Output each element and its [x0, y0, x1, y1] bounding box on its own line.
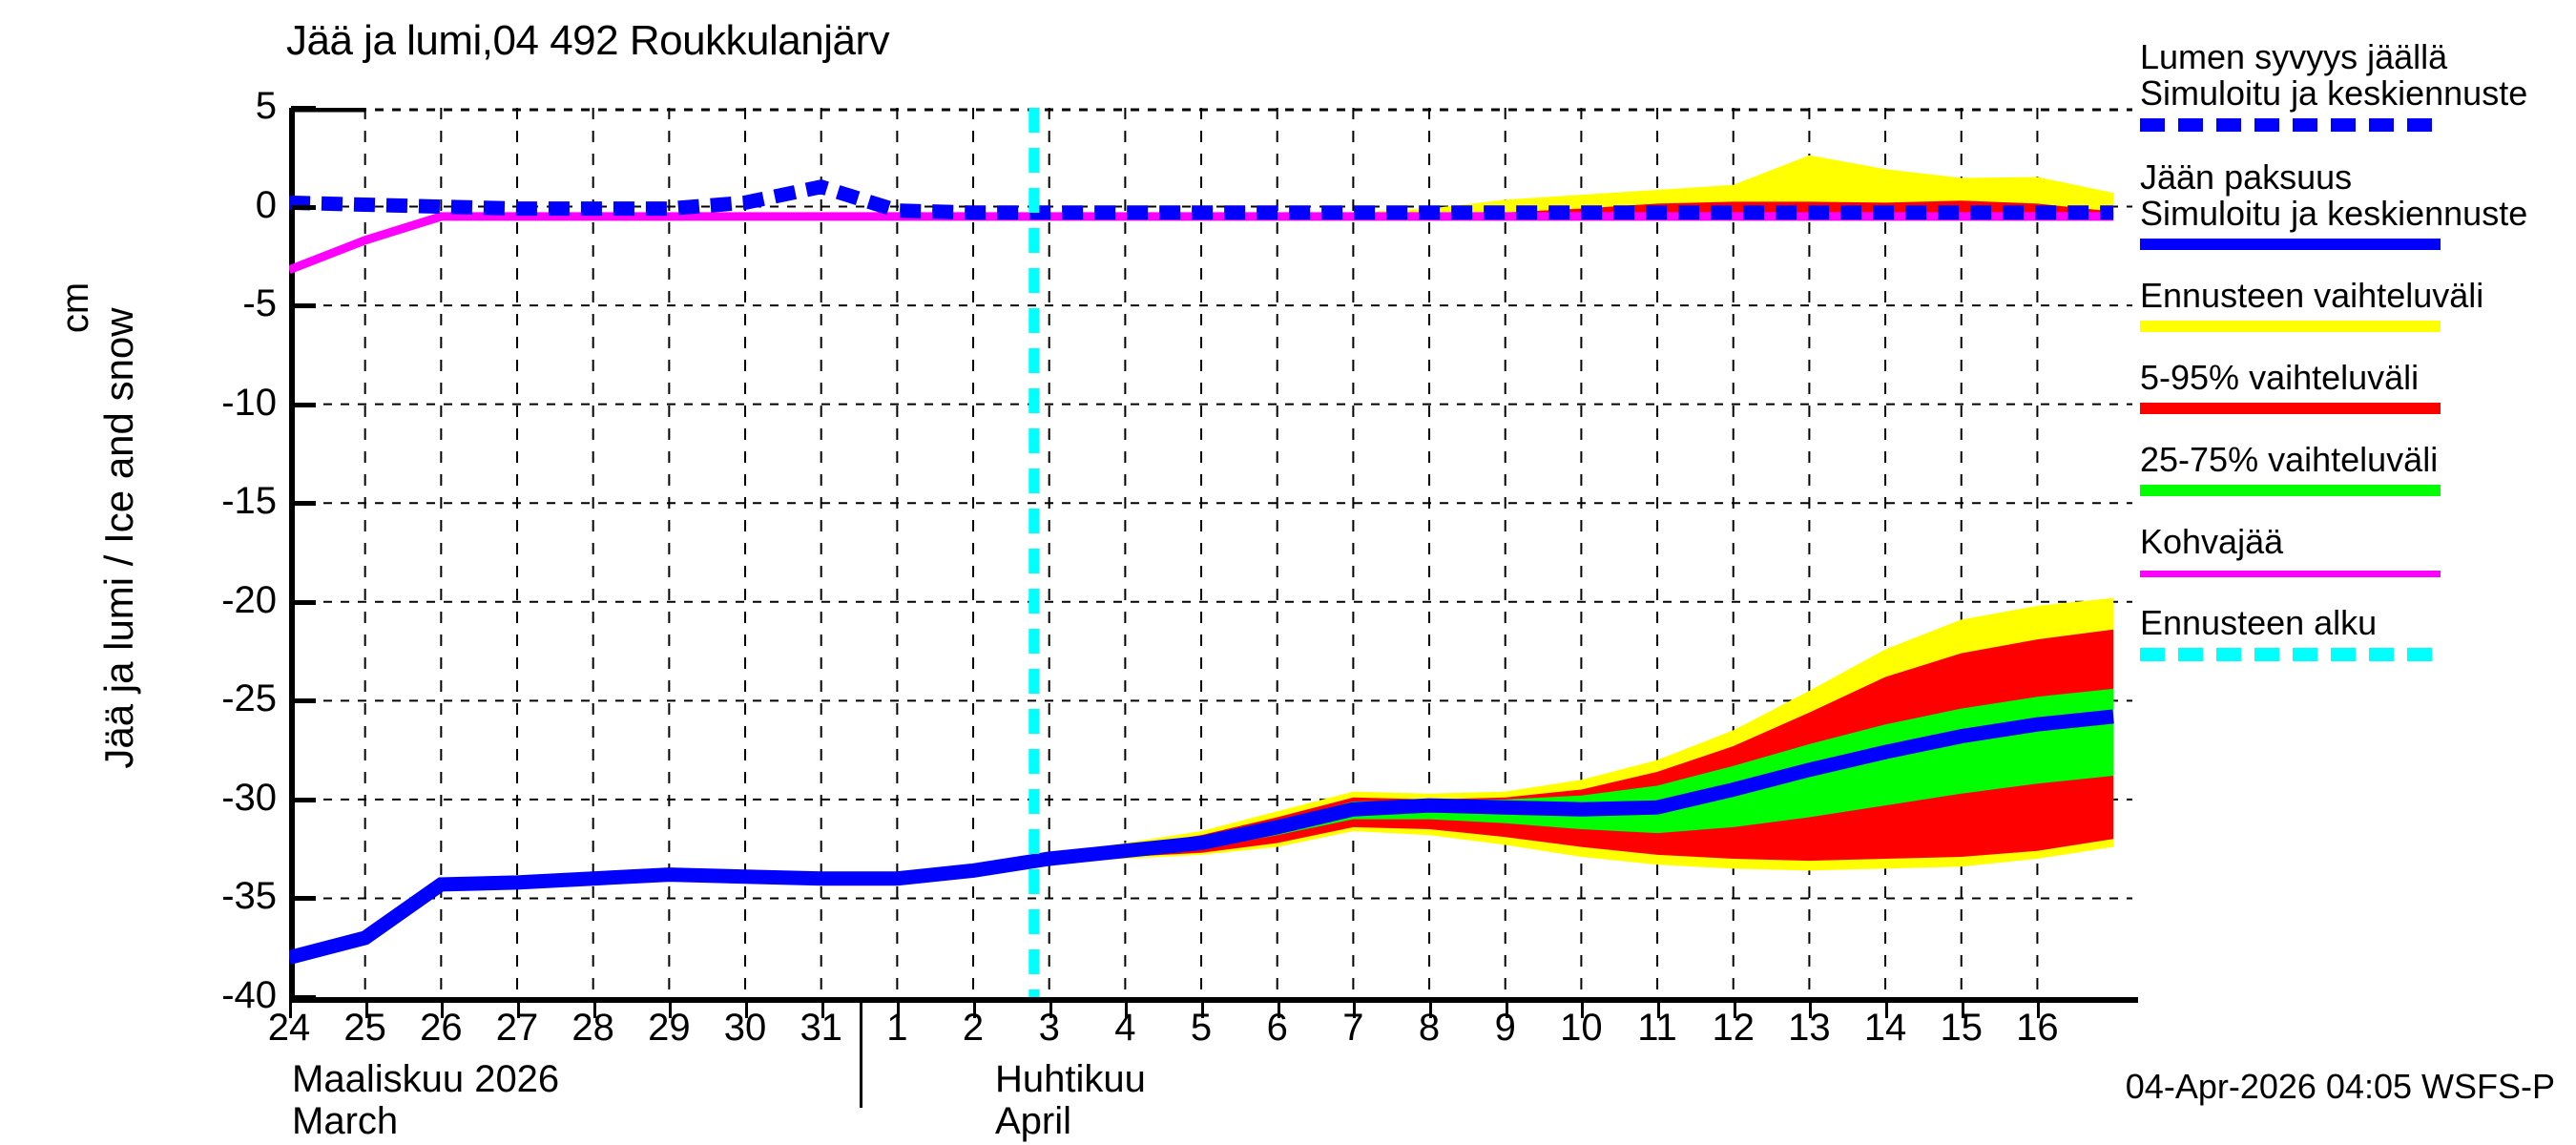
legend: Lumen syvyys jäällä Simuloitu ja keskienn…: [2140, 36, 2576, 686]
x-tick-label: 5: [1190, 1007, 1213, 1049]
legend-item-sublabel: Simuloitu ja keskiennuste: [2140, 194, 2528, 233]
y-tick-mark: [291, 599, 316, 605]
x-tick-mark: [1429, 1003, 1433, 1018]
y-tick-label: -20: [221, 578, 277, 621]
legend-swatch: [2140, 403, 2441, 414]
x-tick-mark: [1125, 1003, 1129, 1018]
x-tick-label: 9: [1494, 1007, 1516, 1049]
kohvajaa-line: [289, 212, 2114, 274]
x-tick-mark: [1505, 1003, 1508, 1018]
x-tick-mark: [1049, 1003, 1052, 1018]
x-tick-mark: [669, 1003, 673, 1018]
y-tick-label: -5: [242, 282, 277, 325]
y-tick-mark: [291, 402, 316, 407]
y-tick-mark: [291, 896, 316, 902]
legend-swatch: [2140, 571, 2441, 577]
y-tick-label: -25: [221, 677, 277, 720]
timestamp-footer: 04-Apr-2026 04:05 WSFS-P: [2125, 1067, 2555, 1106]
snow-depth-line: [289, 179, 2114, 220]
legend-item[interactable]: 25-75% vaihteluväli: [2140, 439, 2576, 496]
y-tick-label: 5: [255, 85, 277, 127]
y-tick-mark: [291, 106, 316, 111]
y-tick-label: 0: [255, 183, 277, 226]
legend-item[interactable]: Jään paksuus Simuloitu ja keskiennuste: [2140, 156, 2576, 250]
page-title: Jää ja lumi,04 492 Roukkulanjärv: [286, 17, 890, 64]
x-tick-mark: [364, 1003, 368, 1018]
legend-item-label: Kohvajää: [2140, 522, 2284, 561]
legend-item-sublabel: Simuloitu ja keskiennuste: [2140, 73, 2528, 113]
x-tick-mark: [1201, 1003, 1205, 1018]
legend-swatch: [2140, 648, 2441, 661]
x-tick-mark: [973, 1003, 977, 1018]
x-tick-mark: [1885, 1003, 1889, 1018]
y-axis-unit: cm: [54, 281, 97, 334]
plot-area: [289, 108, 2132, 997]
y-tick-mark: [291, 204, 316, 210]
x-axis-tick-labels: 24 25 26 27 28 29 30 31 1 2 3 4 5 6 7 8 9 10 11 12 13 14 15 16: [268, 1007, 2159, 1064]
legend-item-label: Ennusteen alku: [2140, 603, 2378, 642]
legend-item[interactable]: Lumen syvyys jäällä Simuloitu ja keskienn…: [2140, 36, 2576, 132]
x-axis-month2-fi: Huhtikuu: [995, 1058, 1146, 1100]
y-tick-mark: [291, 698, 316, 704]
x-tick-mark: [1657, 1003, 1661, 1018]
x-tick-mark: [1809, 1003, 1813, 1018]
x-tick-label: 3: [1038, 1007, 1060, 1049]
y-tick-mark: [291, 501, 316, 507]
x-tick-label: 1: [886, 1007, 908, 1049]
x-tick-mark: [821, 1003, 824, 1018]
x-tick-mark: [745, 1003, 749, 1018]
ice-thickness-line: [289, 709, 2114, 965]
x-tick-mark: [592, 1003, 596, 1018]
legend-item-label: Jään paksuus: [2140, 157, 2353, 197]
legend-swatch: [2140, 321, 2441, 332]
month-separator: [859, 1003, 862, 1108]
x-axis-month1-fi: Maaliskuu 2026: [292, 1058, 560, 1100]
x-tick-mark: [897, 1003, 901, 1018]
y-axis-tick-labels: 5 0 -5 -10 -15 -20 -25 -30 -35 -40: [124, 0, 277, 1145]
y-tick-label: -40: [221, 974, 277, 1016]
x-tick-mark: [517, 1003, 520, 1018]
y-tick-mark: [291, 995, 316, 1000]
x-tick-mark: [441, 1003, 445, 1018]
x-tick-mark: [1353, 1003, 1357, 1018]
x-tick-mark: [1581, 1003, 1585, 1018]
legend-item[interactable]: Kohvajää: [2140, 521, 2576, 577]
y-tick-mark: [291, 303, 316, 309]
x-axis-line: [289, 997, 2138, 1003]
x-tick-mark: [1961, 1003, 1964, 1018]
x-tick-mark: [289, 1003, 292, 1018]
y-axis-line: [289, 108, 295, 1003]
x-tick-mark: [1733, 1003, 1736, 1018]
legend-item[interactable]: Ennusteen alku: [2140, 602, 2576, 661]
legend-item[interactable]: 5-95% vaihteluväli: [2140, 357, 2576, 414]
legend-swatch: [2140, 118, 2441, 132]
legend-swatch: [2140, 239, 2441, 250]
y-tick-label: -15: [221, 480, 277, 523]
y-tick-label: -35: [221, 875, 277, 918]
y-tick-label: -30: [221, 776, 277, 819]
x-axis-month1-en: March: [292, 1100, 399, 1142]
x-tick-label: 4: [1114, 1007, 1136, 1049]
legend-item-label: Ennusteen vaihteluväli: [2140, 276, 2484, 315]
x-tick-label: 8: [1418, 1007, 1441, 1049]
y-tick-label: -10: [221, 381, 277, 424]
x-tick-label: 6: [1266, 1007, 1288, 1049]
legend-item-label: 5-95% vaihteluväli: [2140, 358, 2420, 397]
x-tick-mark: [2037, 1003, 2041, 1018]
legend-swatch: [2140, 485, 2441, 496]
legend-item-label: Lumen syvyys jäällä: [2140, 37, 2448, 76]
legend-item[interactable]: Ennusteen vaihteluväli: [2140, 275, 2576, 332]
x-axis-month2-en: April: [995, 1100, 1072, 1142]
y-tick-mark: [291, 797, 316, 802]
x-tick-label: 7: [1342, 1007, 1364, 1049]
legend-item-label: 25-75% vaihteluväli: [2140, 440, 2439, 479]
series-layer: [289, 108, 2114, 997]
x-tick-mark: [1277, 1003, 1280, 1018]
snow-forecast-range-band: [1049, 155, 2114, 218]
x-tick-label: 2: [962, 1007, 985, 1049]
